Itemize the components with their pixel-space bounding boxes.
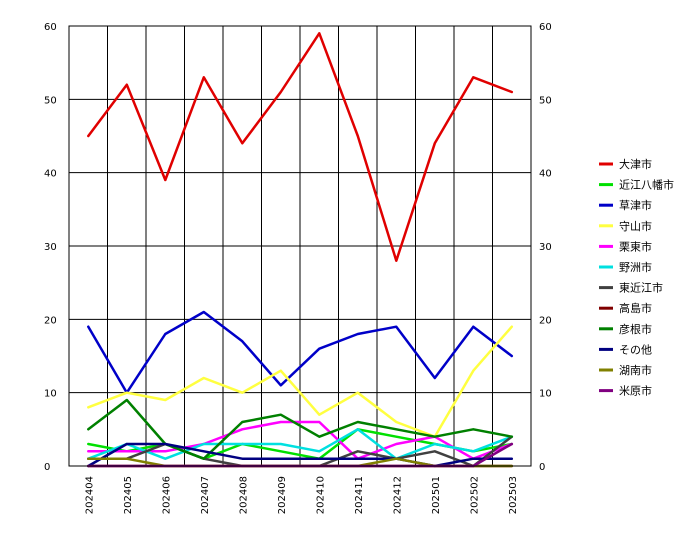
y-tick-label-left: 30: [44, 242, 57, 253]
plot-frame: [68, 25, 532, 467]
x-tick-label: 202406: [161, 476, 172, 514]
x-tick-label: 202409: [277, 476, 288, 514]
legend-label: 東近江市: [619, 281, 663, 295]
series-line-0: [87, 32, 514, 262]
y-tick-label-right: 10: [539, 389, 552, 400]
series-line-3: [87, 325, 514, 438]
y-tick-label-left: 40: [44, 169, 57, 180]
y-tick-label-left: 10: [44, 389, 57, 400]
legend-label: 栗東市: [619, 239, 652, 253]
y-tick-label-left: 50: [44, 95, 57, 106]
x-tick-label: 202408: [238, 476, 249, 514]
series-line-5: [87, 428, 514, 460]
series-line-2: [87, 310, 514, 394]
x-tick-label: 202501: [431, 476, 442, 514]
legend-label: 守山市: [619, 219, 652, 233]
y-tick-label-left: 0: [44, 462, 50, 473]
x-tick-label: 202411: [354, 476, 365, 514]
series-line-4: [87, 420, 514, 460]
legend-label: 大津市: [619, 157, 652, 171]
x-tick-label: 202407: [200, 476, 211, 514]
y-tick-label-right: 40: [539, 169, 552, 180]
y-tick-label-left: 20: [44, 315, 57, 326]
y-tick-label-right: 60: [539, 22, 552, 33]
x-tick-label: 202503: [508, 476, 519, 514]
series-line-8: [87, 398, 514, 460]
legend-label: 高島市: [619, 301, 652, 315]
legend-label: 近江八幡市: [619, 178, 674, 192]
legend-label: その他: [619, 343, 652, 356]
legend-label: 湖南市: [619, 363, 652, 377]
x-tick-label: 202405: [123, 476, 134, 514]
x-tick-label: 202410: [315, 476, 326, 514]
legend-label: 草津市: [619, 198, 652, 212]
legend-label: 彦根市: [619, 322, 652, 336]
legend-label: 野洲市: [619, 260, 652, 274]
x-tick-label: 202404: [84, 476, 95, 514]
y-tick-label-right: 50: [539, 95, 552, 106]
y-tick-label-right: 20: [539, 315, 552, 326]
y-tick-label-left: 60: [44, 22, 57, 33]
tick-labels: 0 0 10 10 20 20 30 30 40 40 50 50 60 60 202404 202405 20…: [44, 22, 552, 514]
x-tick-label: 202502: [469, 476, 480, 514]
y-tick-label-right: 30: [539, 242, 552, 253]
x-tick-label: 202412: [392, 476, 403, 514]
axes: [68, 25, 532, 467]
legend-label: 米原市: [619, 384, 652, 398]
grid-lines: [68, 25, 532, 467]
y-tick-label-right: 0: [539, 462, 545, 473]
